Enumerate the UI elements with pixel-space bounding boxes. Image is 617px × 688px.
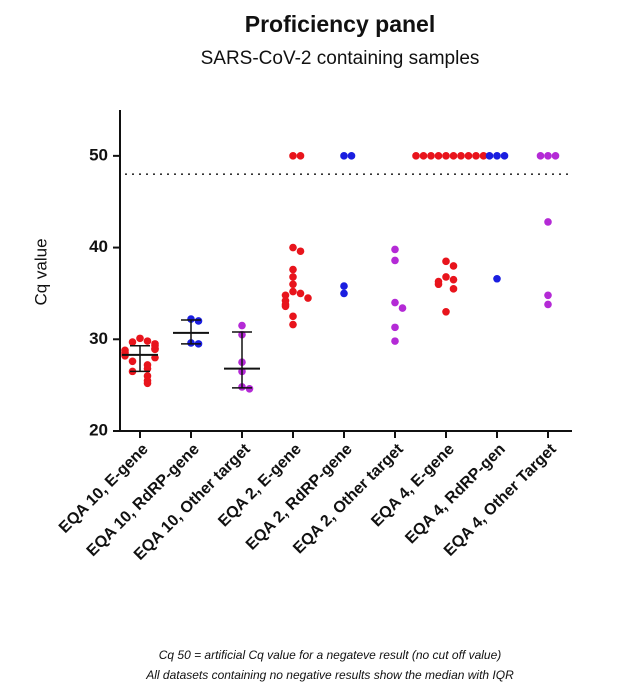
- data-point: [340, 289, 348, 298]
- note: Cq 50 = artificial Cq value for a negate…: [159, 648, 502, 662]
- data-point: [391, 323, 399, 332]
- data-point: [136, 334, 144, 343]
- data-point: [464, 152, 473, 160]
- data-point: [143, 379, 152, 388]
- data-point: [442, 257, 450, 266]
- data-point: [544, 218, 552, 226]
- data-point: [434, 152, 443, 160]
- data-point: [449, 262, 458, 270]
- data-point: [194, 317, 203, 325]
- data-point: [281, 302, 290, 311]
- data-point: [304, 294, 312, 302]
- data-point: [296, 289, 305, 298]
- data-point: [391, 337, 399, 345]
- y-tick-label: 50: [89, 145, 108, 164]
- data-point: [151, 345, 159, 354]
- data-point: [479, 152, 488, 160]
- data-point: [289, 243, 297, 252]
- data-point: [472, 152, 480, 160]
- data-point: [449, 152, 458, 160]
- data-point: [391, 298, 399, 307]
- data-point: [340, 282, 348, 290]
- x-tick-label: EQA 10, E-gene: [56, 441, 152, 537]
- data-point: [289, 280, 297, 289]
- data-point: [391, 256, 399, 265]
- chart-subtitle: SARS-CoV-2 containing samples: [201, 48, 480, 69]
- data-point: [457, 152, 465, 160]
- data-point: [427, 152, 435, 160]
- data-point: [493, 274, 501, 283]
- data-point: [485, 152, 494, 160]
- y-tick-label: 30: [89, 329, 108, 348]
- data-point: [296, 247, 305, 256]
- x-tick-label: EQA 4, RdRP-gen: [402, 441, 509, 548]
- y-axis-label: Cq value: [31, 238, 50, 305]
- data-point: [544, 291, 552, 300]
- data-point: [449, 275, 458, 284]
- data-point: [347, 152, 356, 160]
- data-point: [128, 338, 137, 346]
- chart-title: Proficiency panel: [245, 11, 435, 37]
- data-point: [238, 321, 246, 330]
- data-point: [289, 312, 297, 321]
- data-point: [128, 357, 137, 366]
- data-point: [449, 285, 458, 293]
- data-point: [143, 364, 152, 373]
- data-point: [412, 152, 420, 160]
- data-point: [398, 304, 407, 312]
- data-point: [493, 152, 501, 160]
- data-point: [419, 152, 428, 160]
- data-point: [281, 291, 290, 300]
- data-point: [289, 273, 297, 281]
- data-point: [340, 152, 348, 160]
- note: All datasets containing no negative resu…: [145, 668, 514, 682]
- y-tick-label: 40: [89, 237, 108, 256]
- data-point: [500, 152, 509, 160]
- data-point: [442, 307, 450, 316]
- data-point: [289, 265, 297, 274]
- data-point: [434, 280, 443, 289]
- data-point: [187, 315, 195, 323]
- data-point: [544, 300, 552, 309]
- data-point: [143, 337, 152, 345]
- data-point: [289, 320, 297, 329]
- data-point: [296, 152, 305, 160]
- data-point: [442, 152, 450, 160]
- data-point: [289, 152, 297, 160]
- y-tick-label: 20: [89, 420, 108, 439]
- data-point: [391, 245, 399, 254]
- data-point: [536, 152, 545, 160]
- data-point: [544, 152, 552, 160]
- data-point: [551, 152, 560, 160]
- data-point: [289, 287, 297, 296]
- data-point: [442, 273, 450, 281]
- data-point: [245, 385, 254, 393]
